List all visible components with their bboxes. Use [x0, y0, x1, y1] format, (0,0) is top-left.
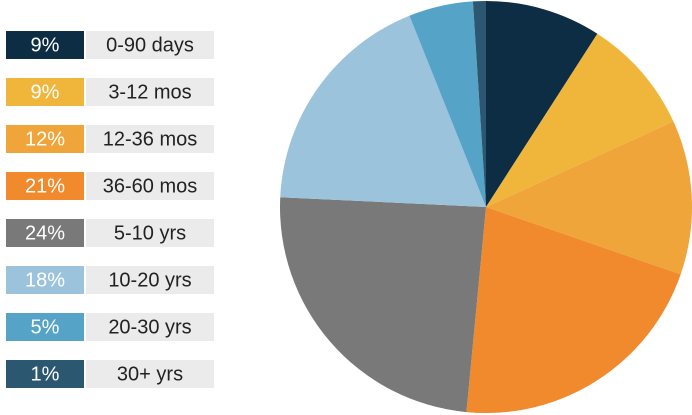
legend-label: 5-10 yrs: [114, 222, 186, 244]
legend-swatch: [6, 172, 84, 200]
legend-swatch: [6, 313, 84, 341]
legend-swatch: [6, 360, 84, 388]
legend-value: 12%: [25, 128, 65, 150]
legend-value: 18%: [25, 269, 65, 291]
legend-label: 3-12 mos: [108, 81, 191, 103]
legend-label-box: [86, 266, 214, 294]
legend-label: 20-30 yrs: [108, 316, 191, 338]
legend-swatch: [6, 31, 84, 59]
legend-label-box: [86, 219, 214, 247]
pie-slice: [466, 207, 681, 413]
legend-label: 36-60 mos: [103, 175, 198, 197]
legend-value: 21%: [25, 175, 65, 197]
legend-label-box: [86, 360, 214, 388]
legend-label: 30+ yrs: [117, 363, 183, 385]
legend-label-box: [86, 78, 214, 106]
legend-value: 9%: [31, 34, 60, 56]
legend-value: 5%: [31, 316, 60, 338]
pie-slice: [486, 33, 674, 208]
legend-swatch: [6, 125, 84, 153]
legend-swatch: [6, 266, 84, 294]
legend-label: 12-36 mos: [103, 128, 198, 150]
pie-slice: [280, 15, 486, 207]
legend-value: 1%: [31, 363, 60, 385]
pie-slice: [472, 1, 486, 207]
pie-slice: [486, 1, 598, 207]
legend-label-box: [86, 313, 214, 341]
legend-label: 0-90 days: [106, 34, 194, 56]
legend-swatch: [6, 219, 84, 247]
pie-slice: [280, 197, 486, 413]
legend-label: 10-20 yrs: [108, 269, 191, 291]
legend-value: 24%: [25, 222, 65, 244]
legend-value: 9%: [31, 81, 60, 103]
legend-swatch: [6, 78, 84, 106]
legend-label-box: [86, 31, 214, 59]
legend-label-box: [86, 125, 214, 153]
legend-label-box: [86, 172, 214, 200]
pie-slice: [409, 1, 486, 207]
pie-slice: [486, 121, 692, 275]
